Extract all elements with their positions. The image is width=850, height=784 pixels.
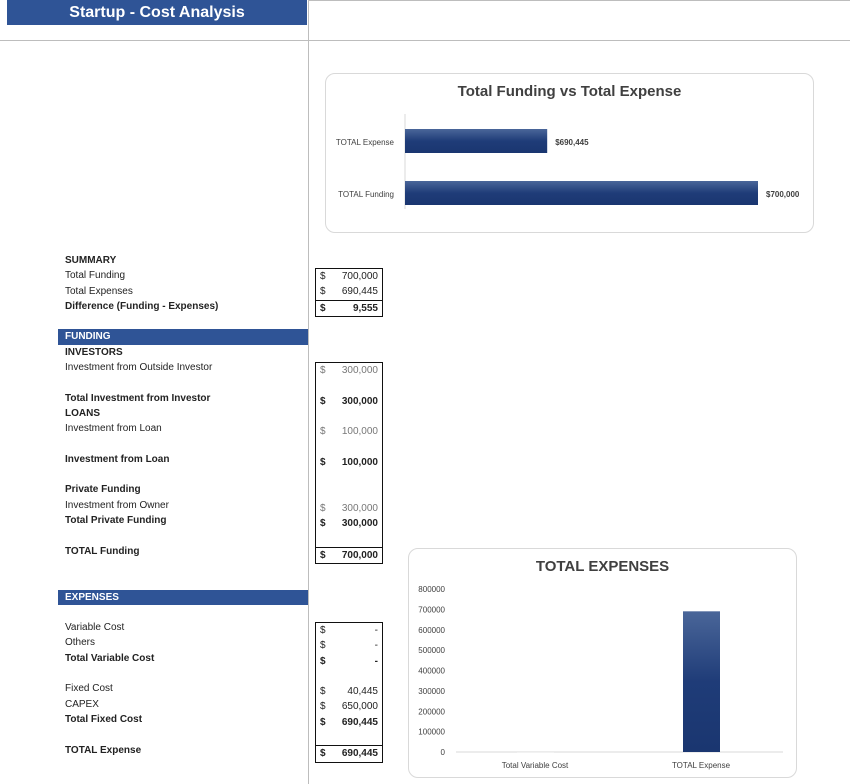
chart2-y-tick: 400000: [418, 667, 445, 676]
cell-total-expense[interactable]: $690,445: [316, 745, 382, 761]
cell-total-variable[interactable]: $ -: [320, 655, 378, 667]
chart2-y-tick: 100000: [418, 728, 445, 737]
label-outside-investor: Investment from Outside Investor: [65, 362, 213, 374]
funding-values: $300,000 $300,000 $100,000 $100,000 $300…: [315, 362, 383, 564]
label-total-funding: Total Funding: [65, 270, 126, 282]
cell-total-funding-final[interactable]: $700,000: [316, 546, 382, 563]
private-heading: Private Funding: [65, 484, 141, 496]
total-expenses-chart[interactable]: TOTAL EXPENSES 0 100000 200000 300000 400000…: [408, 548, 797, 778]
chart1-plot: TOTAL Expense $690,445 TOTAL Funding $700,0…: [336, 114, 800, 209]
funding-band: FUNDING: [58, 329, 308, 345]
label-difference: Difference (Funding - Expenses): [65, 300, 219, 312]
label-total-private: Total Private Funding: [65, 515, 167, 527]
cell-total-expenses[interactable]: $690,445: [320, 286, 378, 298]
chart1-category-label: TOTAL Funding: [338, 190, 394, 199]
cell-total-loan[interactable]: $100,000: [320, 456, 378, 468]
chart2-category-label: Total Variable Cost: [502, 761, 569, 770]
label-variable-cost: Variable Cost: [65, 622, 125, 634]
investors-heading: INVESTORS: [65, 346, 123, 358]
chart2-title: TOTAL EXPENSES: [535, 558, 670, 575]
cell-variable-cost[interactable]: $ -: [320, 625, 378, 636]
cell-total-investor[interactable]: $300,000: [320, 395, 378, 407]
chart2-y-tick: 800000: [418, 585, 445, 594]
cell-fixed-cost[interactable]: $40,445: [320, 686, 378, 698]
label-fixed-cost: Fixed Cost: [65, 683, 113, 695]
chart2-y-tick: 700000: [418, 605, 445, 614]
chart2-plot: 0 100000 200000 300000 400000 500000 600000 700…: [418, 585, 783, 770]
funding-vs-expense-chart[interactable]: Total Funding vs Total Expense TOTAL Exp…: [325, 73, 814, 233]
top-border: [308, 0, 850, 1]
chart1-bar: [405, 129, 548, 153]
chart2-bar: [517, 752, 554, 753]
loans-heading: LOANS: [65, 407, 100, 419]
column-divider: [308, 0, 309, 784]
chart2-bar: [683, 611, 720, 752]
chart1-data-label: $690,445: [555, 138, 589, 147]
chart2-y-tick: 600000: [418, 626, 445, 635]
chart1-category-label: TOTAL Expense: [336, 138, 395, 147]
expense-values: $ - $ - $ - $40,445 $650,000 $690,445 $690,…: [315, 622, 383, 763]
labels-column: SUMMARY Total Funding Total Expenses Dif…: [58, 253, 308, 758]
chart2-y-tick: 0: [441, 748, 446, 757]
label-total-investor: Total Investment from Investor: [65, 392, 211, 404]
cell-difference[interactable]: $9,555: [316, 299, 382, 316]
chart2-y-tick: 200000: [418, 707, 445, 716]
summary-values: $700,000 $690,445 $9,555: [315, 268, 383, 317]
label-owner: Investment from Owner: [65, 499, 169, 511]
cell-loan[interactable]: $100,000: [320, 426, 378, 438]
chart1-bar: [405, 181, 758, 205]
cell-owner[interactable]: $300,000: [320, 502, 378, 514]
cell-total-fixed[interactable]: $690,445: [320, 716, 378, 728]
label-others: Others: [65, 637, 96, 649]
chart2-y-tick: 300000: [418, 687, 445, 696]
label-total-fixed: Total Fixed Cost: [65, 713, 143, 725]
chart1-data-label: $700,000: [766, 190, 800, 199]
label-loan: Investment from Loan: [65, 423, 162, 435]
label-total-variable: Total Variable Cost: [65, 652, 155, 664]
summary-heading: SUMMARY: [65, 255, 117, 266]
label-total-expenses: Total Expenses: [65, 285, 133, 297]
cell-outside-investor[interactable]: $300,000: [320, 365, 378, 376]
chart2-category-label: TOTAL Expense: [672, 761, 731, 770]
chart2-y-tick: 500000: [418, 646, 445, 655]
cell-others[interactable]: $ -: [320, 640, 378, 652]
cell-capex[interactable]: $650,000: [320, 701, 378, 713]
sheet-title: Startup - Cost Analysis: [7, 0, 307, 25]
chart1-title: Total Funding vs Total Expense: [457, 83, 682, 100]
cell-total-funding[interactable]: $700,000: [320, 271, 378, 282]
row-divider: [0, 40, 850, 41]
label-total-funding-final: TOTAL Funding: [65, 545, 140, 557]
label-capex: CAPEX: [65, 698, 99, 710]
expenses-band: EXPENSES: [58, 589, 308, 605]
cell-total-private[interactable]: $300,000: [320, 517, 378, 529]
label-total-loan: Investment from Loan: [65, 453, 170, 465]
label-total-expense: TOTAL Expense: [65, 744, 142, 756]
